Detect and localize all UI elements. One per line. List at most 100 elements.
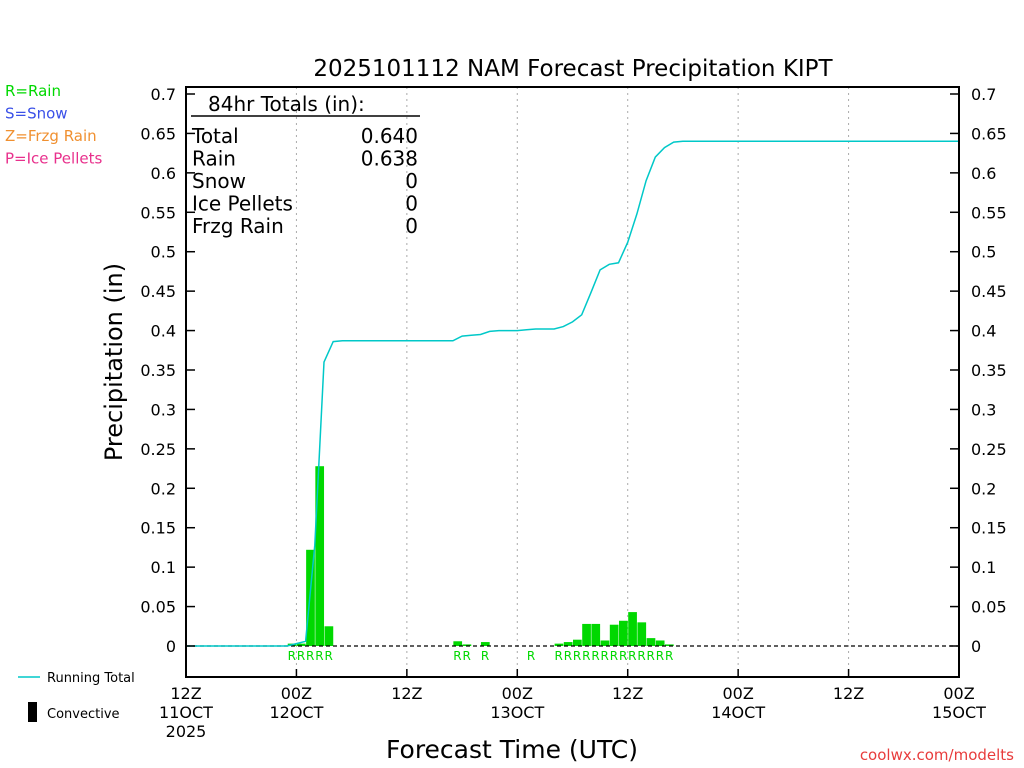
y-axis-right: 0 0.05 0.1 0.15 0.2 0.25 0.3 0.35 0.4 0.45 0.5 0.55… [950,85,1007,656]
y-tick-label-right: 0.5 [971,243,996,262]
precip-type-marker: R [637,649,645,663]
y-tick-label: 0.3 [151,400,176,419]
precip-bar [609,624,619,646]
y-tick-label-right: 0.25 [971,440,1007,459]
precip-type-marker: R [628,649,636,663]
x-tick-label: 12Z [612,684,643,703]
precip-type-marker: R [573,649,581,663]
precip-type-marker: R [564,649,572,663]
precip-type-marker: R [481,649,489,663]
y-axis-left: 0 0.05 0.1 0.15 0.2 0.25 0.3 0.35 0.4 0.45 0.5 0.55… [140,85,195,656]
y-axis-label: Precipitation (in) [100,263,128,461]
x-tick-label: 2025 [166,722,207,741]
totals-row-label: Total [191,124,239,148]
precip-bar [582,623,591,646]
precip-type-marker: R [610,649,618,663]
type-legend-item: P=Ice Pellets [5,150,102,168]
x-tick-label: 11OCT [159,703,213,722]
y-tick-label: 0.6 [151,164,176,183]
x-axis-label: Forecast Time (UTC) [386,735,638,764]
credit-text: coolwx.com/modelts [860,746,1014,764]
type-legend-item: R=Rain [5,82,61,100]
grid-lines [295,87,850,677]
precip-bar [600,640,610,646]
y-tick-label: 0 [166,637,176,656]
y-tick-label-right: 0.55 [971,203,1007,222]
precip-type-marker: R [315,649,323,663]
precip-type-marker: R [306,649,314,663]
y-tick-label: 0.7 [151,85,176,104]
totals-row-value: 0.638 [361,147,418,171]
y-tick-label-right: 0.15 [971,519,1007,538]
x-tick-label: 00Z [943,684,974,703]
x-tick-label: 12Z [833,684,864,703]
precip-bar [619,620,628,646]
type-legend-item: Z=Frzg Rain [5,127,97,145]
running-total-line [186,140,959,647]
precip-bar [315,466,325,646]
y-tick-label: 0.2 [151,479,176,498]
precip-bar [563,642,573,646]
totals-row-value: 0 [405,214,418,238]
precip-bar [655,640,665,646]
y-tick-label: 0.5 [151,243,176,262]
x-tick-label: 12Z [170,684,201,703]
precip-type-marker: R [647,649,655,663]
precip-type-marker: R [288,649,296,663]
y-tick-label: 0.45 [140,282,176,301]
totals-box: 84hr Totals (in): Total 0.640 Rain 0.638 Snow… [191,92,420,238]
x-tick-label: 12OCT [269,703,323,722]
precip-bar [591,623,601,646]
y-tick-label-right: 0.1 [971,558,996,577]
plot-frame [185,86,960,678]
y-tick-label-right: 0.35 [971,361,1007,380]
precip-bars [287,466,674,646]
chart-title: 2025101112 NAM Forecast Precipitation KI… [313,56,833,82]
y-tick-label-right: 0 [971,637,981,656]
totals-row-label: Ice Pellets [192,192,293,216]
x-tick-label: 00Z [722,684,753,703]
precip-type-marker: R [555,649,563,663]
x-tick-label: 00Z [502,684,533,703]
precip-bar [665,644,674,646]
y-tick-label: 0.35 [140,361,176,380]
precip-bar [628,612,637,646]
precip-bar [573,639,582,646]
precip-type-marker: R [656,649,664,663]
y-tick-label-right: 0.2 [971,479,996,498]
series-legend: Running Total Convective [18,671,135,722]
precip-bar [637,622,647,646]
totals-row-label: Rain [192,147,236,171]
totals-row-value: 0 [405,169,418,193]
precip-bar [646,638,656,646]
precip-type-marker: R [324,649,332,663]
precip-bar [453,641,463,646]
precip-bar [554,643,564,646]
precip-type-marker: R [665,649,673,663]
totals-row-label: Snow [192,169,246,193]
y-tick-label: 0.1 [151,558,176,577]
y-tick-label: 0.4 [151,322,176,341]
precip-bar [480,642,490,646]
y-tick-label: 0.25 [140,440,176,459]
totals-row-value: 0 [405,192,418,216]
totals-row-label: Frzg Rain [192,214,284,238]
running-total-polyline [186,140,959,647]
x-tick-label: 00Z [281,684,312,703]
precip-type-marker: R [591,649,599,663]
x-tick-label: 14OCT [711,703,765,722]
precip-type-marker: R [297,649,305,663]
y-tick-label-right: 0.65 [971,124,1007,143]
convective-legend-swatch [28,702,37,722]
running-total-legend-label: Running Total [47,671,135,686]
precip-bar [296,643,306,646]
precip-type-marker: R [453,649,461,663]
precip-type-marker: R [601,649,609,663]
precip-type-marker: R [527,649,535,663]
y-tick-label-right: 0.6 [971,164,996,183]
y-tick-label-right: 0.4 [971,322,996,341]
precip-type-marker: R [619,649,627,663]
